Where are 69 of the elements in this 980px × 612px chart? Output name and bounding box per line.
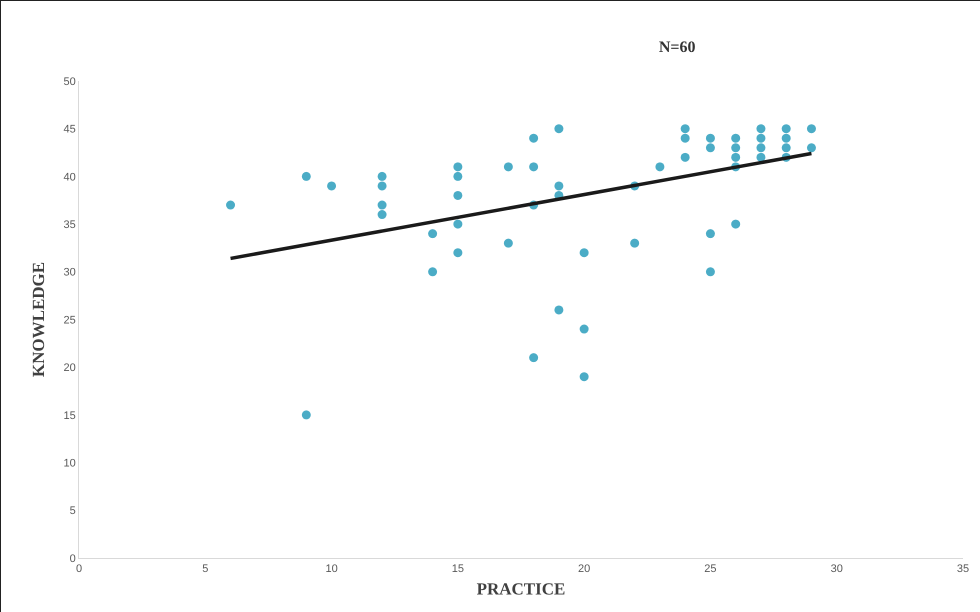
point bbox=[378, 181, 387, 190]
point bbox=[782, 143, 791, 152]
point bbox=[706, 267, 715, 276]
point bbox=[554, 305, 564, 314]
point bbox=[327, 181, 336, 190]
point bbox=[504, 162, 513, 172]
y-tick-label: 50 bbox=[64, 76, 76, 88]
y-tick-label: 10 bbox=[64, 457, 76, 470]
point bbox=[529, 134, 538, 143]
point bbox=[428, 229, 438, 238]
x-tick-label: 25 bbox=[704, 563, 717, 576]
point bbox=[756, 152, 766, 162]
point bbox=[529, 353, 538, 362]
y-tick-label: 5 bbox=[70, 505, 76, 518]
y-tick-label: 40 bbox=[64, 171, 76, 184]
x-tick-label: 30 bbox=[830, 563, 843, 576]
point bbox=[756, 143, 766, 152]
point bbox=[554, 124, 564, 134]
point bbox=[630, 238, 640, 248]
point bbox=[680, 124, 690, 134]
point bbox=[655, 162, 664, 172]
point bbox=[580, 372, 589, 382]
x-tick-label: 5 bbox=[202, 563, 208, 576]
y-tick-label: 20 bbox=[64, 362, 76, 374]
point bbox=[378, 210, 387, 220]
point bbox=[554, 181, 564, 190]
point bbox=[302, 172, 311, 181]
point bbox=[504, 238, 513, 248]
point bbox=[428, 267, 438, 276]
x-tick-label: 20 bbox=[578, 563, 590, 576]
y-tick-label: 35 bbox=[64, 218, 76, 231]
point bbox=[706, 143, 715, 152]
x-tick-label: 35 bbox=[956, 563, 970, 576]
point bbox=[529, 162, 538, 172]
point bbox=[731, 134, 740, 143]
y-tick-label: 30 bbox=[64, 266, 76, 279]
point bbox=[731, 220, 740, 229]
point bbox=[756, 124, 766, 134]
point bbox=[680, 152, 690, 162]
point bbox=[756, 134, 766, 143]
point bbox=[580, 324, 589, 334]
point bbox=[680, 134, 690, 143]
point bbox=[453, 248, 462, 258]
point bbox=[806, 124, 816, 134]
point bbox=[378, 172, 387, 181]
x-tick-label: 10 bbox=[325, 563, 338, 576]
point bbox=[226, 200, 236, 210]
y-axis-title: KNOWLEDGE bbox=[29, 262, 48, 378]
y-tick-label: 15 bbox=[64, 410, 76, 422]
x-axis-title: PRACTICE bbox=[476, 580, 566, 599]
y-tick-label: 45 bbox=[64, 124, 76, 136]
y-tick-label: 25 bbox=[64, 314, 76, 326]
point bbox=[453, 172, 462, 181]
point bbox=[706, 134, 715, 143]
point bbox=[806, 143, 816, 152]
point bbox=[302, 410, 311, 420]
x-tick-label: 15 bbox=[452, 563, 464, 576]
point bbox=[782, 124, 791, 134]
chart-title: N=60 bbox=[658, 38, 696, 56]
point bbox=[782, 134, 791, 143]
point bbox=[731, 143, 740, 152]
point bbox=[706, 229, 715, 238]
point bbox=[453, 220, 462, 229]
y-tick-label: 0 bbox=[70, 552, 76, 565]
point bbox=[580, 248, 589, 258]
point bbox=[453, 190, 462, 200]
point bbox=[453, 162, 462, 172]
point bbox=[378, 200, 387, 210]
point bbox=[731, 152, 740, 162]
